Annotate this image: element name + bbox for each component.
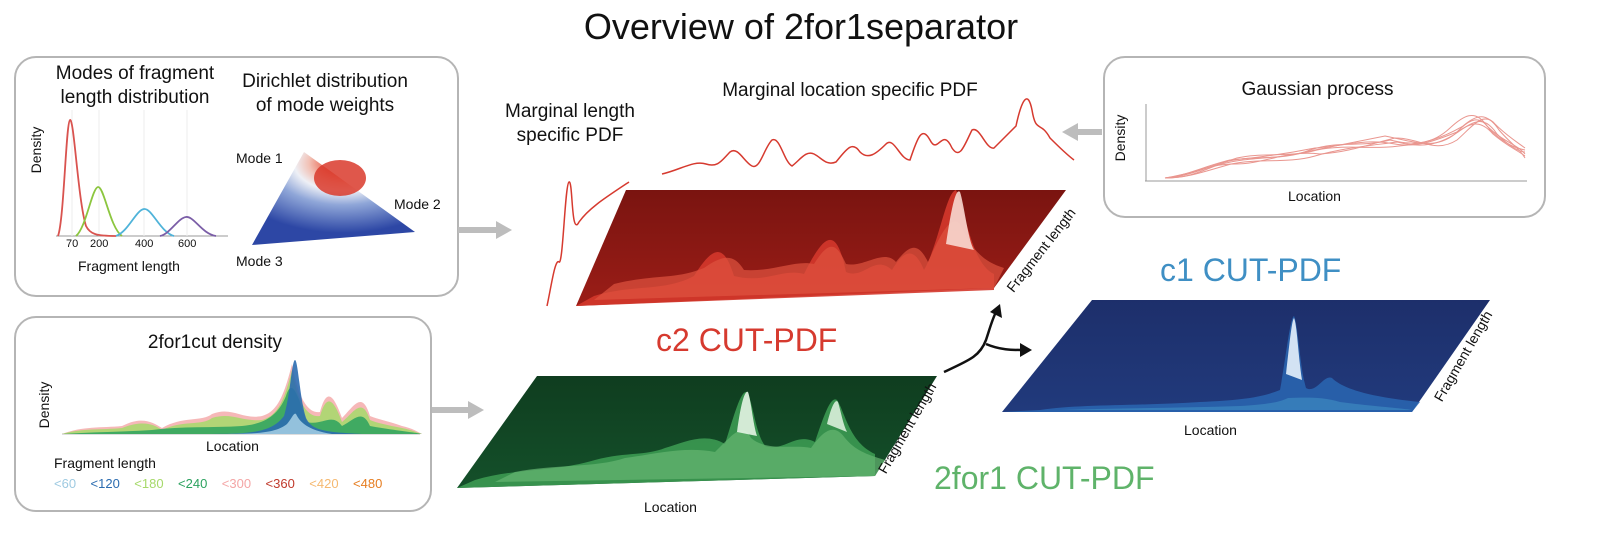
legend-item-420: <420 [309,476,339,491]
dirichlet-title: Dirichlet distribution of mode weights [230,70,420,118]
density-legend-title: Fragment length [54,455,156,471]
gp-sample-5 [1164,121,1526,179]
c1-location: Location [1184,422,1237,438]
c1-peak-highlight [1286,318,1302,380]
legend-item-480: <480 [353,476,383,491]
modes-tick-70: 70 [66,238,79,250]
gp-sample-4 [1164,118,1526,179]
marginal-location-pdf [661,98,1075,175]
marginal-location-curve [661,98,1075,175]
dirichlet-title-line1: Dirichlet distribution [242,71,408,92]
marginal-location-title: Marginal location specific PDF [722,80,978,101]
density-title: 2for1cut density [147,332,283,353]
c2-peak-highlight [946,191,974,250]
density-chart [62,360,422,435]
c1-surface [1002,300,1490,412]
density-xlabel: Location [206,438,259,454]
c1-ridge-2 [1060,397,1412,410]
c1-ridge-1 [1002,316,1420,412]
marginal-length-curve [546,181,630,307]
modes-tick-200: 200 [90,238,109,250]
legend-item-60: <60 [54,476,77,491]
mode3-label: Mode 3 [236,253,283,269]
twofor1-location: Location [644,499,697,515]
gaussian-chart [1145,104,1527,182]
dirichlet-title-line2: of mode weights [255,95,395,116]
modes-title-line1: Modes of fragment [55,63,215,84]
marginal-length-title: Marginal length specific PDF [490,100,650,148]
gaussian-xlabel: Location [1288,188,1341,204]
c1-label: c1 CUT-PDF [1160,252,1342,288]
gaussian-title: Gaussian process [1241,79,1394,100]
density-layer-green [62,387,422,434]
dirichlet-peak [314,160,366,196]
legend-item-240: <240 [178,476,208,491]
modes-ylabel: Density [28,126,44,174]
marginal-length-line2: specific PDF [516,125,624,146]
c2-surface [576,190,1066,306]
twofor1-peak-highlight-2 [827,401,847,432]
c2-ridge-2 [594,221,1004,300]
legend-item-120: <120 [90,476,120,491]
gaussian-panel [1103,56,1546,218]
mode1-label: Mode 1 [236,150,283,166]
legend-item-360: <360 [265,476,295,491]
mode-panel [14,56,459,297]
density-layer-lightgreen [62,370,422,434]
density-layer-lightblue [222,413,332,434]
marginal-length-pdf [546,181,630,307]
modes-title: Modes of fragment length distribution [40,62,230,110]
modes-tick-600: 600 [178,238,197,250]
twofor1-ridge-2 [495,429,885,482]
dirichlet-triangle [252,152,415,245]
density-ylabel: Density [36,381,52,429]
legend-item-300: <300 [221,476,252,491]
gaussian-ylabel: Density [1112,114,1128,162]
marginal-length-line1: Marginal length [505,101,635,122]
density-layer-blue [212,360,362,434]
modes-title-line2: length distribution [60,87,210,108]
dirichlet-simplex [252,152,415,245]
mode-curve-1 [57,119,117,237]
mode2-label: Mode 2 [394,196,441,212]
split-arrow-right [985,342,1023,352]
twofor1-label: 2for1 CUT-PDF [934,460,1155,496]
split-arrows [943,304,1032,374]
modes-chart [56,110,228,237]
page-title: Overview of 2for1separator [583,6,1019,47]
modes-xlabel: Fragment length [78,258,180,274]
mode-curve-2 [75,186,123,237]
arrow-density-to-2for1 [432,401,484,419]
legend-item-180: <180 [134,476,164,491]
twofor1-peak-highlight-1 [737,391,757,436]
c1-plane [1002,300,1490,412]
modes-tick-400: 400 [135,238,154,250]
mode-curve-4 [159,216,217,237]
density-legend: <60 <120 <180 <240 <300 <360 <420 <480 [54,475,434,493]
mode-curve-3 [115,208,175,237]
split-arrow-up [943,311,998,374]
gp-sample-6 [1164,116,1526,179]
twofor1-surface [457,376,937,488]
arrow-gaussian-to-location [1062,123,1102,141]
arrow-modes-to-pdf [458,221,512,239]
c2-label: c2 CUT-PDF [656,322,838,358]
